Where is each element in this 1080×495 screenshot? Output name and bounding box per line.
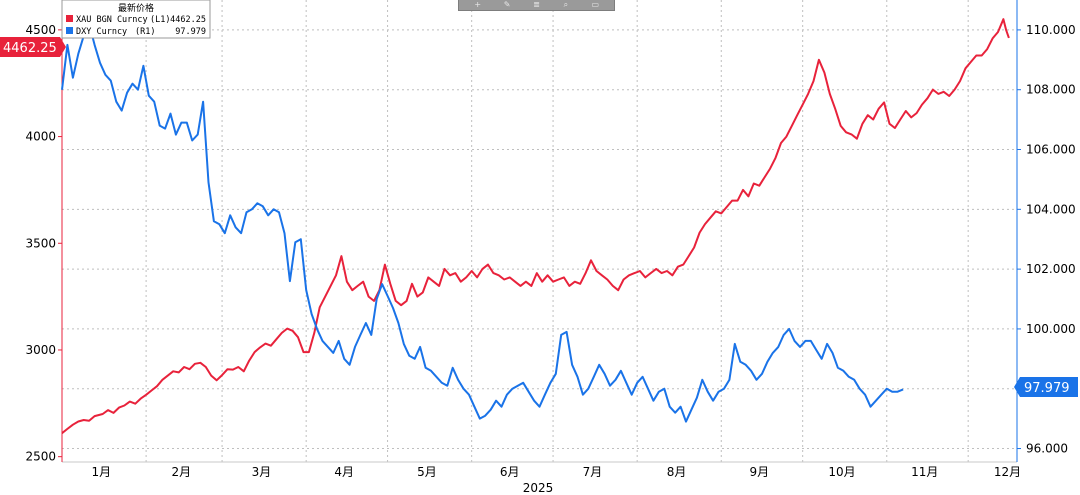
left-axis-ticks: 2500 3000 3500 4000 4500 bbox=[25, 23, 62, 464]
right-last-value: 97.979 bbox=[1024, 381, 1070, 396]
grid bbox=[62, 0, 1017, 462]
left-tick-label: 2500 bbox=[25, 450, 56, 464]
search-icon[interactable]: ⌕ bbox=[563, 0, 569, 9]
legend-title: 最新价格 bbox=[118, 2, 154, 14]
month-label: 12月 bbox=[994, 465, 1021, 479]
window-icon[interactable]: ▭ bbox=[591, 0, 600, 9]
right-tick-label: 110.000 bbox=[1026, 23, 1076, 37]
right-tick-label: 96.000 bbox=[1026, 442, 1068, 456]
month-label: 6月 bbox=[500, 465, 520, 479]
left-last-value-tag: 4462.25 bbox=[0, 37, 66, 57]
legend-label-dxy: DXY Curncy bbox=[76, 27, 127, 37]
chart-toolbar: + ✎ ≣ ⌕ ▭ bbox=[458, 0, 615, 11]
month-label: 3月 bbox=[252, 465, 272, 479]
month-label: 5月 bbox=[417, 465, 437, 479]
right-tick-label: 100.000 bbox=[1026, 322, 1076, 336]
left-last-value: 4462.25 bbox=[3, 41, 57, 56]
legend-value-xau: 4462.25 bbox=[170, 15, 206, 25]
month-label: 10月 bbox=[828, 465, 855, 479]
month-label: 11月 bbox=[911, 465, 938, 479]
left-tick-label: 4000 bbox=[25, 130, 56, 144]
left-tick-label: 3500 bbox=[25, 236, 56, 250]
x-axis-year-label: 2025 bbox=[523, 481, 554, 495]
legend-axis-dxy: (R1) bbox=[135, 27, 155, 37]
right-last-value-tag: 97.979 bbox=[1014, 377, 1078, 397]
pencil-icon[interactable]: ✎ bbox=[503, 0, 511, 9]
month-label: 7月 bbox=[583, 465, 603, 479]
right-tick-label: 108.000 bbox=[1026, 83, 1076, 97]
series-line-dxy bbox=[61, 22, 904, 423]
legend-label-xau: XAU BGN Curncy bbox=[76, 15, 148, 25]
right-tick-label: 106.000 bbox=[1026, 143, 1076, 157]
month-label: 9月 bbox=[749, 465, 769, 479]
right-tick-label: 104.000 bbox=[1026, 202, 1076, 216]
series-lines bbox=[61, 18, 1010, 434]
month-label: 8月 bbox=[667, 465, 687, 479]
legend-swatch-dxy bbox=[66, 27, 73, 34]
x-axis-months: 1月 2月 3月 4月 5月 6月 7月 8月 9月 10月 11月 12月 bbox=[92, 465, 1022, 479]
legend-swatch-xau bbox=[66, 15, 73, 22]
month-label: 2月 bbox=[172, 465, 192, 479]
series-line-xau bbox=[61, 18, 1010, 434]
legend: 最新价格 XAU BGN Curncy (L1) 4462.25 DXY Cur… bbox=[61, 0, 211, 39]
month-label: 4月 bbox=[334, 465, 354, 479]
plus-icon[interactable]: + bbox=[474, 0, 482, 9]
left-tick-label: 3000 bbox=[25, 343, 56, 357]
right-tick-label: 102.000 bbox=[1026, 262, 1076, 276]
month-label: 1月 bbox=[92, 465, 112, 479]
layers-icon[interactable]: ≣ bbox=[533, 0, 540, 9]
legend-axis-xau: (L1) bbox=[150, 15, 170, 25]
left-tick-label: 4500 bbox=[25, 23, 56, 37]
legend-value-dxy: 97.979 bbox=[175, 27, 206, 37]
